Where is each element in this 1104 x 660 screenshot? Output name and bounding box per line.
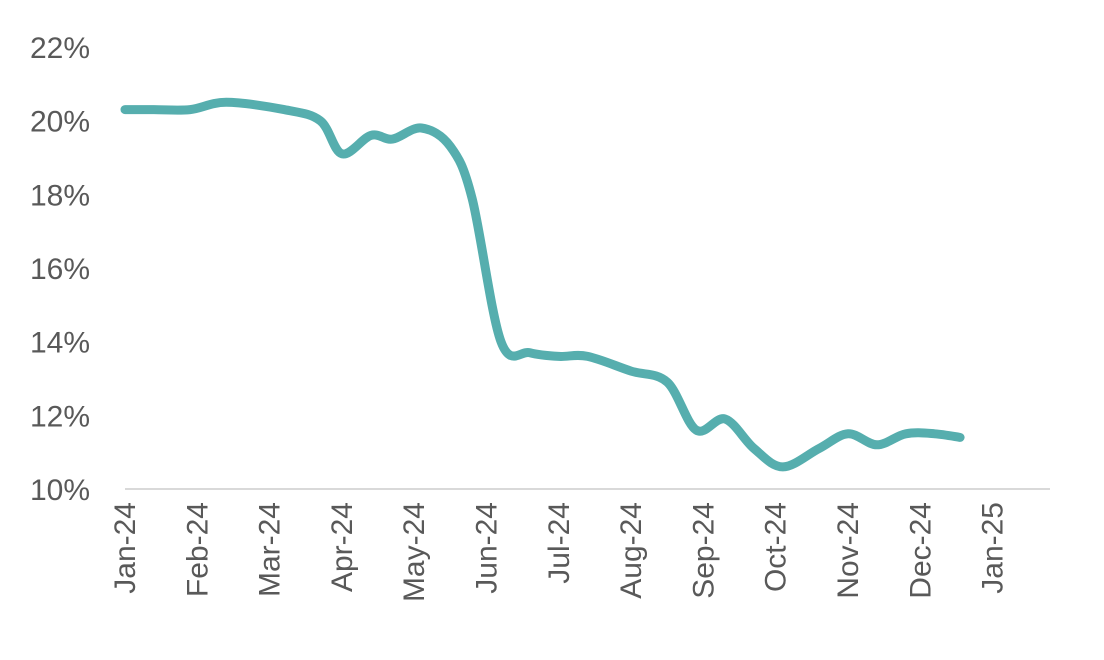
y-tick-label: 10% [30,474,90,507]
y-tick-label: 18% [30,179,90,212]
x-tick-label: Apr-24 [326,502,359,592]
y-tick-label: 14% [30,327,90,360]
y-tick-label: 16% [30,253,90,286]
x-tick-label: May-24 [398,502,431,602]
x-tick-label: Aug-24 [615,502,648,599]
x-tick-label: Feb-24 [181,502,214,597]
x-tick-label: Jul-24 [543,502,576,584]
x-tick-label: Jan-24 [109,502,142,594]
series-line-0 [120,97,965,472]
y-tick-label: 22% [30,32,90,65]
y-axis-labels: 10% 12% 14% 16% 18% 20% 22% [30,32,90,507]
y-tick-label: 20% [30,106,90,139]
x-tick-label: Dec-24 [904,502,937,599]
x-tick-label: Jan-25 [977,502,1010,594]
x-tick-label: Nov-24 [832,502,865,599]
y-tick-label: 12% [30,400,90,433]
x-tick-label: Sep-24 [687,502,720,599]
x-tick-label: Jun-24 [471,502,504,594]
series-layer [120,97,965,472]
x-axis-labels: Jan-24 Feb-24 Mar-24 Apr-24 May-24 Jun-24 Jul-… [109,502,1010,602]
x-tick-label: Oct-24 [760,502,793,592]
x-tick-label: Mar-24 [254,502,287,597]
